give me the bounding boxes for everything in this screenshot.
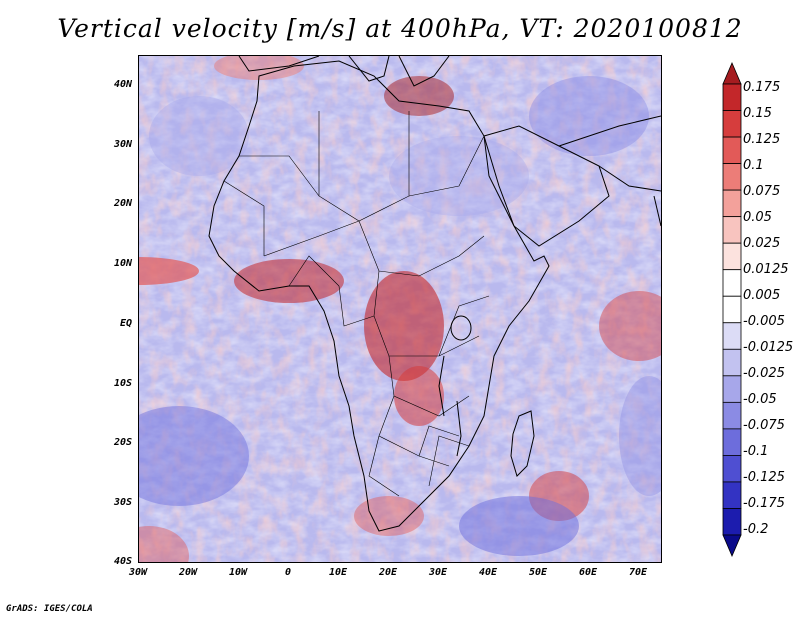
lon-label-0: 0	[284, 567, 292, 578]
colorbar-label: -0.05	[743, 392, 777, 407]
lon-label-10e: 10E	[328, 567, 348, 578]
lon-label-50e: 50E	[528, 567, 548, 578]
colorbar-swatch	[722, 216, 742, 244]
colorbar-label: -0.1	[743, 444, 769, 459]
lon-label-20e: 20E	[378, 567, 398, 578]
colorbar-swatch	[722, 110, 742, 138]
colorbar-swatch	[722, 62, 742, 85]
lakes	[438, 315, 472, 457]
colorbar-swatch	[722, 163, 742, 191]
lon-label-20w: 20W	[178, 567, 198, 578]
lon-label-30w: 30W	[128, 567, 148, 578]
lon-label-40e: 40E	[478, 567, 498, 578]
lon-label-60e: 60E	[578, 567, 598, 578]
colorbar-label: 0.125	[743, 132, 781, 147]
lat-label-20s: 20S	[113, 437, 132, 448]
map-plot-area	[138, 55, 662, 563]
lat-label-30n: 30N	[113, 139, 132, 150]
colorbar-swatch	[722, 375, 742, 403]
colorbar-swatch	[722, 481, 742, 509]
lat-label-10s: 10S	[113, 378, 132, 389]
updraft-regions	[139, 56, 661, 562]
colorbar-label: 0.15	[743, 106, 772, 121]
colorbar-label: -0.025	[743, 366, 785, 381]
colorbar-swatch	[722, 508, 742, 536]
downdraft-regions	[139, 76, 661, 556]
lon-label-30e: 30E	[428, 567, 448, 578]
colorbar	[722, 62, 742, 557]
colorbar-swatch	[722, 269, 742, 297]
lon-label-10w: 10W	[228, 567, 248, 578]
velocity-field-map	[139, 56, 661, 562]
lat-label-30s: 30S	[113, 497, 132, 508]
colorbar-label: -0.175	[743, 496, 785, 511]
colorbar-label: 0.05	[743, 210, 772, 225]
chart-title: Vertical velocity [m/s] at 400hPa, VT: 2…	[57, 14, 743, 43]
lon-label-70e: 70E	[628, 567, 648, 578]
colorbar-swatch	[722, 455, 742, 483]
colorbar-label: 0.005	[743, 288, 781, 303]
colorbar-swatch	[722, 534, 742, 557]
colorbar-label: -0.075	[743, 418, 785, 433]
colorbar-swatch	[722, 428, 742, 456]
colorbar-label: 0.1	[743, 158, 764, 173]
lat-label-20n: 20N	[113, 198, 132, 209]
lat-label-40s: 40S	[113, 556, 132, 567]
colorbar-swatch	[722, 322, 742, 350]
colorbar-label: 0.0125	[743, 262, 789, 277]
colorbar-swatch	[722, 295, 742, 324]
colorbar-label: 0.175	[743, 80, 781, 95]
colorbar-swatch	[722, 401, 742, 430]
colorbar-label: 0.075	[743, 184, 781, 199]
coastlines	[208, 56, 661, 532]
colorbar-swatch	[722, 348, 742, 377]
lat-label-10n: 10N	[113, 258, 132, 269]
lat-label-eq: EQ	[119, 318, 132, 329]
colorbar-label: -0.0125	[743, 340, 794, 355]
colorbar-label: -0.125	[743, 470, 785, 485]
colorbar-label: 0.025	[743, 236, 781, 251]
colorbar-label: -0.2	[743, 522, 769, 537]
country-borders	[223, 111, 490, 497]
grads-credit: GrADS: IGES/COLA	[6, 604, 93, 614]
colorbar-swatch	[722, 83, 742, 111]
colorbar-swatches	[722, 62, 742, 557]
colorbar-swatch	[722, 189, 742, 218]
colorbar-swatch	[722, 136, 742, 164]
lat-label-40n: 40N	[113, 79, 132, 90]
colorbar-label: -0.005	[743, 314, 785, 329]
colorbar-swatch	[722, 242, 742, 271]
